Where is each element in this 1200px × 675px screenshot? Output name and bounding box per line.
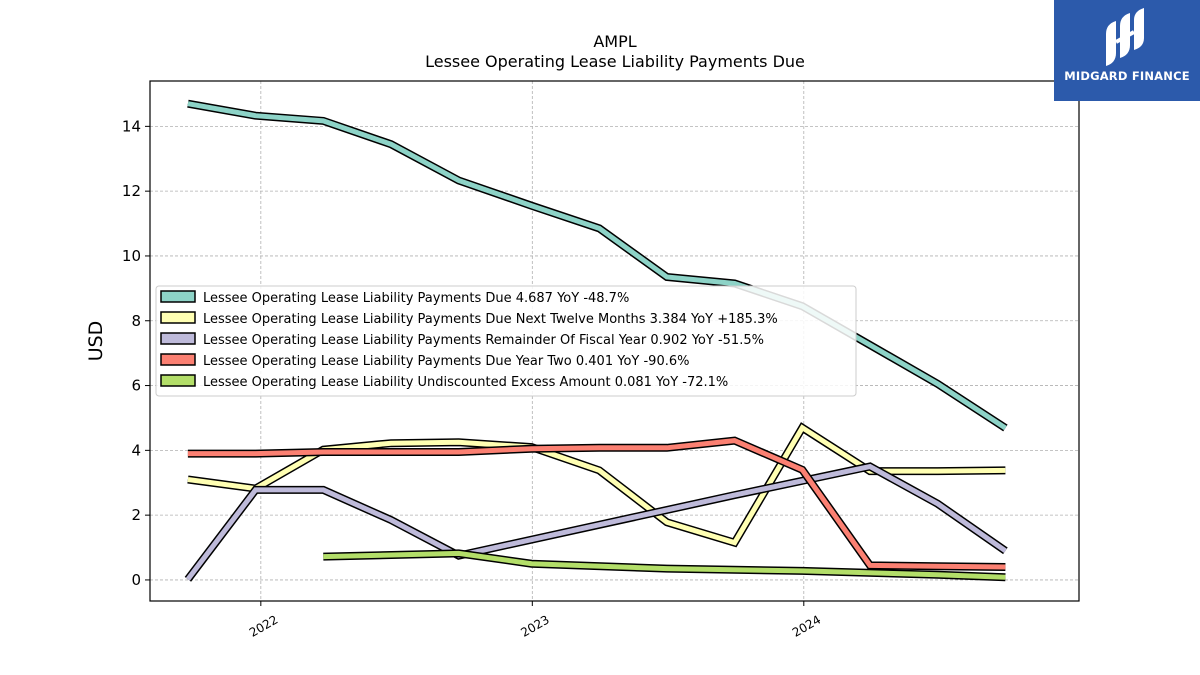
x-tick-label: 2022 — [247, 612, 280, 639]
series-lines — [184, 99, 1008, 582]
y-tick-label: 2 — [131, 506, 141, 524]
legend-swatch — [160, 332, 196, 345]
y-tick-label: 12 — [122, 182, 141, 200]
midgard-logo-icon — [1106, 8, 1144, 66]
legend-box — [155, 285, 857, 397]
y-axis-ticks: 0 2 4 6 8 10 12 14 — [122, 117, 150, 589]
logo-text: MIDGARD FINANCE — [1064, 69, 1190, 83]
y-tick-label: 0 — [131, 571, 141, 589]
series-5 — [323, 549, 1006, 582]
series-line — [187, 438, 1006, 570]
series-4 — [187, 436, 1006, 571]
legend: Lessee Operating Lease Liability Payment… — [155, 285, 857, 397]
chart-subtitle: Lessee Operating Lease Liability Payment… — [425, 52, 805, 71]
y-tick-label: 8 — [131, 312, 141, 330]
legend-label: Lessee Operating Lease Liability Payment… — [203, 354, 689, 369]
legend-swatch — [160, 353, 196, 366]
midgard-finance-logo: MIDGARD FINANCE — [1054, 0, 1200, 101]
legend-swatch — [160, 290, 196, 303]
legend-label: Lessee Operating Lease Liability Undisco… — [203, 375, 728, 390]
legend-label: Lessee Operating Lease Liability Payment… — [203, 312, 778, 327]
series-line — [187, 101, 1007, 431]
x-axis-ticks: 2022 2023 2024 — [247, 601, 823, 640]
legend-label: Lessee Operating Lease Liability Payment… — [203, 333, 764, 348]
legend-label: Lessee Operating Lease Liability Payment… — [203, 291, 629, 306]
series-1 — [187, 99, 1008, 432]
y-tick-label: 6 — [131, 377, 141, 395]
x-tick-label: 2024 — [790, 612, 823, 639]
plot-frame — [149, 80, 1080, 602]
y-axis-label: USD — [85, 321, 107, 362]
series-line — [323, 550, 1006, 580]
legend-swatch — [160, 311, 196, 324]
y-tick-label: 14 — [122, 117, 141, 135]
legend-swatch — [160, 374, 196, 387]
chart-title: AMPL — [593, 32, 636, 51]
y-tick-label: 10 — [122, 247, 141, 265]
y-tick-label: 4 — [131, 441, 141, 459]
x-tick-label: 2023 — [518, 612, 551, 639]
